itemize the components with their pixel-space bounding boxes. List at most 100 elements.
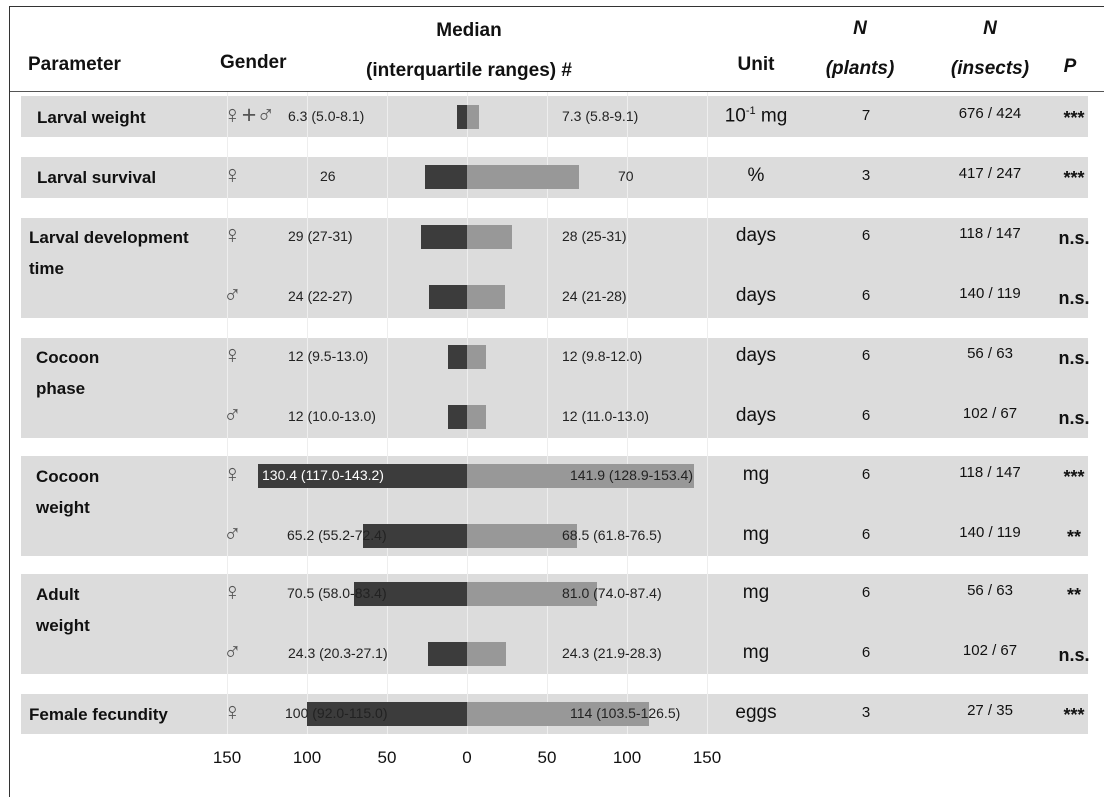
unit-cell: mg <box>742 582 770 603</box>
x-tick-label: 100 <box>292 748 322 767</box>
n-insects-cell: 56 / 63 <box>967 582 1013 599</box>
bar-left <box>425 165 467 189</box>
n-plants-cell: 3 <box>861 167 871 184</box>
header-parameter: Parameter <box>28 54 121 75</box>
value-label-right: 24.3 (21.9-28.3) <box>562 645 662 661</box>
parameter-label: Larval weight <box>37 108 146 127</box>
unit-cell: days <box>735 225 777 246</box>
n-plants-cell: 6 <box>861 407 871 424</box>
bar-left <box>354 582 467 606</box>
unit-cell: days <box>735 285 777 306</box>
n-plants-cell: 6 <box>861 227 871 244</box>
bar-right <box>467 105 479 129</box>
unit-cell: mg <box>742 524 770 545</box>
gridline <box>547 92 548 734</box>
unit-cell: days <box>735 345 777 366</box>
gender-symbol: ♀ <box>223 578 242 606</box>
n-plants-cell: 6 <box>861 584 871 601</box>
p-value-cell: n.s. <box>1058 645 1090 665</box>
group-background <box>21 96 1088 137</box>
bar-right <box>467 582 597 606</box>
bar-right <box>467 464 695 488</box>
n-insects-cell: 102 / 67 <box>962 405 1018 422</box>
x-tick-label: 50 <box>377 748 397 767</box>
p-value-cell: *** <box>1063 705 1085 725</box>
x-tick-label: 0 <box>462 748 472 767</box>
n-plants-cell: 6 <box>861 466 871 483</box>
x-tick-label: 50 <box>537 748 557 767</box>
value-label-left: 24.3 (20.3-27.1) <box>288 645 388 661</box>
unit-cell: days <box>735 405 777 426</box>
gridline <box>307 92 308 734</box>
value-label-right: 141.9 (128.9-153.4) <box>570 467 693 483</box>
n-insects-cell: 140 / 119 <box>959 285 1021 302</box>
parameter-label: weight <box>36 616 90 635</box>
bar-left <box>447 345 467 369</box>
value-label-left: 26 <box>320 168 336 184</box>
bar-left <box>307 702 467 726</box>
gender-symbol: ♀ <box>223 221 242 249</box>
unit-cell: mg <box>742 464 770 485</box>
gender-symbol: ♂ <box>223 281 242 309</box>
x-tick-label: 150 <box>692 748 722 767</box>
gender-symbol: ♀+♂ <box>223 101 276 129</box>
parameter-label: phase <box>36 379 86 398</box>
unit-cell: eggs <box>735 702 777 723</box>
value-label-left: 70.5 (58.0-83.4) <box>287 585 387 601</box>
n-insects-cell: 118 / 147 <box>959 464 1021 481</box>
n-insects-cell: 102 / 67 <box>962 642 1018 659</box>
n-plants-cell: 6 <box>861 526 871 543</box>
p-value-cell: ** <box>1066 527 1081 547</box>
gender-symbol: ♂ <box>223 638 242 666</box>
value-label-right: 81.0 (74.0-87.4) <box>562 585 662 601</box>
bar-right <box>467 225 512 249</box>
header-n-insects: N <box>983 18 997 39</box>
value-label-right: 114 (103.5-126.5) <box>570 705 681 721</box>
n-insects-cell: 118 / 147 <box>959 225 1021 242</box>
header-median: Median <box>436 20 502 41</box>
header-gender: Gender <box>220 52 287 73</box>
x-tick-label: 100 <box>612 748 642 767</box>
gridline <box>707 92 708 734</box>
n-insects-cell: 56 / 63 <box>967 345 1013 362</box>
bar-right <box>467 702 650 726</box>
gender-symbol: ♂ <box>223 401 242 429</box>
p-value-cell: n.s. <box>1058 408 1090 428</box>
value-label-right: 28 (25-31) <box>562 228 627 244</box>
header-n-plants: N <box>853 18 867 39</box>
group-background <box>21 338 1088 438</box>
value-label-left: 6.3 (5.0-8.1) <box>288 108 365 124</box>
n-insects-cell: 27 / 35 <box>967 702 1013 719</box>
header-rule <box>10 91 1104 92</box>
x-tick-label: 150 <box>212 748 242 767</box>
header-plants: (plants) <box>825 58 895 79</box>
parameter-label: weight <box>36 498 90 517</box>
value-label-right: 12 (11.0-13.0) <box>562 408 649 424</box>
gender-symbol: ♂ <box>223 520 242 548</box>
gender-symbol: ♀ <box>223 341 242 369</box>
value-label-right: 24 (21-28) <box>562 288 627 304</box>
parameter-label: time <box>29 259 64 278</box>
p-value-cell: n.s. <box>1058 228 1090 248</box>
value-label-right: 12 (9.8-12.0) <box>562 348 643 364</box>
table-frame <box>9 6 1104 797</box>
unit-cell: % <box>747 165 765 186</box>
value-label-right: 70 <box>618 168 634 184</box>
p-value-cell: n.s. <box>1058 348 1090 368</box>
p-value-cell: *** <box>1063 168 1085 188</box>
parameter-label: Larval development <box>29 228 189 247</box>
value-label-left: 130.4 (117.0-143.2) <box>262 467 384 483</box>
n-insects-cell: 140 / 119 <box>959 524 1021 541</box>
bar-right <box>467 345 487 369</box>
gender-symbol: ♀ <box>223 460 242 488</box>
bar-left <box>258 464 467 488</box>
bar-left <box>420 225 467 249</box>
bar-left <box>428 285 467 309</box>
header-median-iqr: (interquartile ranges) # <box>366 60 572 81</box>
parameter-label: Adult <box>36 585 80 604</box>
n-plants-cell: 6 <box>861 287 871 304</box>
parameter-label: Cocoon <box>36 467 100 486</box>
parameter-label: Cocoon <box>36 348 100 367</box>
n-insects-cell: 676 / 424 <box>958 105 1022 122</box>
bar-right <box>467 524 577 548</box>
